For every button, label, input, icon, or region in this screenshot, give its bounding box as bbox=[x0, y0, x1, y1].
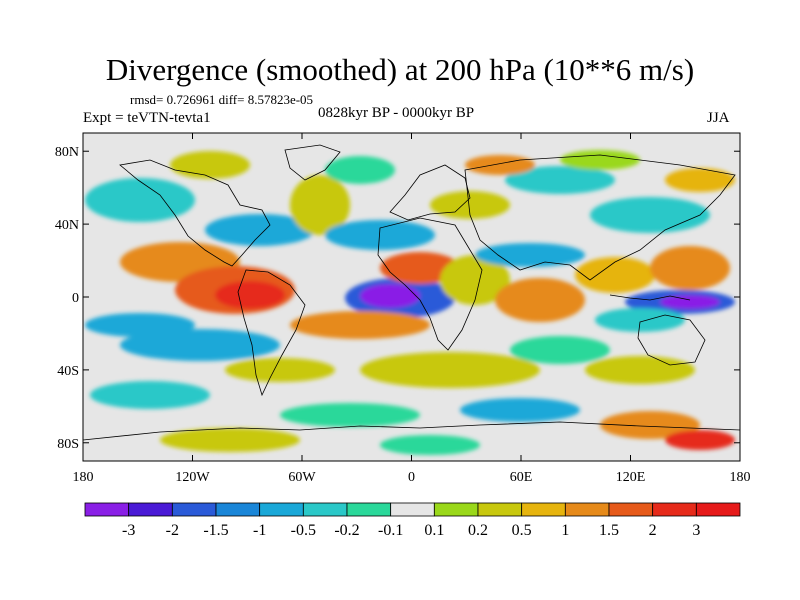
field-patch bbox=[85, 178, 195, 222]
field-patch bbox=[120, 329, 280, 361]
season-label: JJA bbox=[707, 110, 730, 126]
colorbar-label: 1.5 bbox=[599, 522, 619, 539]
field-patch bbox=[510, 336, 610, 364]
colorbar-swatch bbox=[259, 502, 304, 517]
colorbar-swatch bbox=[171, 502, 217, 517]
coastline-asia bbox=[464, 154, 736, 281]
x-tick-label: 180 bbox=[730, 470, 751, 485]
colorbar-label: -3 bbox=[122, 522, 135, 539]
field-patch bbox=[90, 381, 210, 409]
experiment-label: Expt = teVTN-tevta1 bbox=[83, 110, 211, 126]
field-patch bbox=[650, 246, 730, 290]
coastline-north-america bbox=[119, 159, 271, 267]
coastline-maritime-continent bbox=[609, 294, 691, 301]
y-tick-label: 80N bbox=[55, 145, 79, 160]
field-patch bbox=[225, 358, 335, 382]
field-patch bbox=[205, 214, 315, 246]
x-tick-label: 120W bbox=[175, 470, 210, 485]
colorbar-swatch bbox=[128, 502, 173, 517]
colorbar-label: 2 bbox=[649, 522, 657, 539]
colorbar-swatch bbox=[390, 502, 435, 517]
field-patch bbox=[595, 308, 685, 332]
x-tick-label: 120E bbox=[616, 470, 646, 485]
colorbar-swatch bbox=[433, 502, 479, 517]
period-label: 0828kyr BP - 0000kyr BP bbox=[318, 105, 475, 121]
field-patch bbox=[660, 295, 720, 309]
colorbar-label: 3 bbox=[692, 522, 700, 539]
coastline-antarctica bbox=[83, 421, 740, 441]
map-plot-area bbox=[83, 133, 740, 461]
field-patch bbox=[290, 175, 350, 235]
coastline-greenland bbox=[284, 144, 341, 181]
colorbar-label: -0.2 bbox=[334, 522, 359, 539]
colorbar-label: -1 bbox=[253, 522, 266, 539]
field-patch bbox=[665, 430, 735, 450]
field-patch bbox=[665, 168, 735, 192]
y-tick-label: 40N bbox=[55, 218, 79, 233]
field-patch bbox=[600, 411, 700, 439]
colorbar-label: 0.2 bbox=[468, 522, 488, 539]
y-tick-label: 80S bbox=[57, 437, 79, 452]
coastline-europe bbox=[389, 164, 471, 221]
colorbar-label: 1 bbox=[561, 522, 569, 539]
coastline-australia bbox=[637, 314, 706, 366]
colorbar-swatch bbox=[521, 502, 566, 517]
colorbar-label: -2 bbox=[166, 522, 179, 539]
colorbar-label: 0.1 bbox=[424, 522, 444, 539]
field-patch bbox=[475, 243, 585, 267]
colorbar-swatch bbox=[84, 502, 130, 517]
field-patch bbox=[160, 428, 300, 452]
x-tick-label: 60W bbox=[288, 470, 316, 485]
field-patch bbox=[325, 156, 395, 184]
colorbar-swatch bbox=[564, 502, 610, 517]
chart-title: Divergence (smoothed) at 200 hPa (10**6 … bbox=[105, 52, 695, 87]
x-tick-label: 0 bbox=[408, 470, 415, 485]
colorbar-label: -0.5 bbox=[291, 522, 316, 539]
field-patch bbox=[440, 255, 510, 305]
field-patch bbox=[560, 150, 640, 170]
field-patch bbox=[460, 398, 580, 422]
colorbar-label: 0.5 bbox=[512, 522, 532, 539]
colorbar-label: -0.1 bbox=[378, 522, 403, 539]
y-axis: 80N 40N 0 40S 80S bbox=[55, 145, 740, 452]
x-axis: 180 120W 60W 0 60E 120E 180 bbox=[73, 133, 751, 485]
colorbar-label: -1.5 bbox=[203, 522, 228, 539]
colorbar: -3 -2 -1.5 -1 -0.5 -0.2 -0.1 0.1 0.2 0.5 1 1.5 2 3 bbox=[84, 502, 741, 539]
field-patch bbox=[585, 356, 695, 384]
colorbar-swatch bbox=[608, 502, 654, 517]
field-patch bbox=[575, 257, 655, 293]
field-patch bbox=[505, 166, 615, 194]
coastline-south-america bbox=[237, 269, 306, 397]
field-patch bbox=[465, 155, 535, 175]
y-tick-label: 40S bbox=[57, 364, 79, 379]
colorbar-swatch bbox=[652, 502, 697, 517]
coastlines bbox=[83, 144, 740, 441]
colorbar-swatch bbox=[477, 502, 523, 517]
colorbar-swatch bbox=[695, 502, 741, 517]
field-patch bbox=[380, 252, 460, 284]
field-patch bbox=[215, 281, 285, 309]
colorbar-swatch bbox=[215, 502, 261, 517]
field-patch bbox=[380, 435, 480, 455]
field-patch bbox=[290, 311, 430, 339]
x-tick-label: 180 bbox=[73, 470, 94, 485]
field-patch bbox=[170, 151, 250, 179]
colorbar-swatch bbox=[302, 502, 348, 517]
field-patch bbox=[495, 278, 585, 322]
field-patch bbox=[590, 197, 710, 233]
y-tick-label: 0 bbox=[72, 291, 79, 306]
coastline-africa bbox=[377, 217, 483, 351]
x-tick-label: 60E bbox=[510, 470, 533, 485]
field-patch bbox=[360, 284, 420, 308]
stats-label: rmsd= 0.726961 diff= 8.57823e-05 bbox=[130, 92, 314, 107]
colorbar-swatch bbox=[346, 502, 392, 517]
field-patch bbox=[280, 403, 420, 427]
field-patch bbox=[360, 352, 540, 388]
divergence-field bbox=[85, 150, 735, 455]
field-patch bbox=[325, 220, 435, 250]
